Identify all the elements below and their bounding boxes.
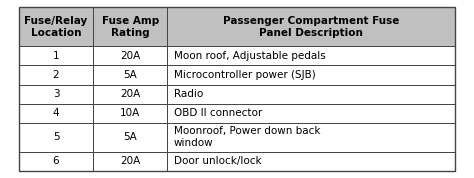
Text: Moonroof, Power down back
window: Moonroof, Power down back window	[174, 126, 320, 148]
Bar	[167, 66, 455, 85]
Text: 20A: 20A	[120, 89, 140, 99]
Bar	[19, 152, 93, 171]
Bar	[167, 46, 455, 66]
Text: 1: 1	[53, 51, 59, 61]
Bar	[167, 85, 455, 104]
Text: Passenger Compartment Fuse
Panel Description: Passenger Compartment Fuse Panel Descrip…	[223, 16, 399, 38]
Bar	[19, 85, 93, 104]
Bar	[93, 46, 167, 66]
Text: OBD II connector: OBD II connector	[174, 108, 262, 118]
Text: 20A: 20A	[120, 156, 140, 166]
Text: 5: 5	[53, 132, 59, 142]
Bar	[167, 104, 455, 123]
Text: 2: 2	[53, 70, 59, 80]
Bar	[19, 66, 93, 85]
Text: 3: 3	[53, 89, 59, 99]
Text: 6: 6	[53, 156, 59, 166]
Bar	[167, 152, 455, 171]
Text: Fuse Amp
Rating: Fuse Amp Rating	[101, 16, 159, 38]
Text: Microcontroller power (SJB): Microcontroller power (SJB)	[174, 70, 316, 80]
Bar	[93, 123, 167, 152]
Bar	[19, 123, 93, 152]
Bar	[93, 7, 167, 46]
Text: Radio: Radio	[174, 89, 203, 99]
Bar	[93, 66, 167, 85]
Bar	[19, 104, 93, 123]
Bar	[167, 123, 455, 152]
Text: Moon roof, Adjustable pedals: Moon roof, Adjustable pedals	[174, 51, 326, 61]
Bar	[167, 7, 455, 46]
Text: Fuse/Relay
Location: Fuse/Relay Location	[24, 16, 88, 38]
Text: 4: 4	[53, 108, 59, 118]
Text: Door unlock/lock: Door unlock/lock	[174, 156, 261, 166]
Bar	[19, 46, 93, 66]
Bar	[19, 7, 93, 46]
Text: 20A: 20A	[120, 51, 140, 61]
Text: 10A: 10A	[120, 108, 140, 118]
Text: 5A: 5A	[123, 132, 137, 142]
Bar	[93, 104, 167, 123]
Bar	[93, 85, 167, 104]
Bar	[93, 152, 167, 171]
Text: 5A: 5A	[123, 70, 137, 80]
